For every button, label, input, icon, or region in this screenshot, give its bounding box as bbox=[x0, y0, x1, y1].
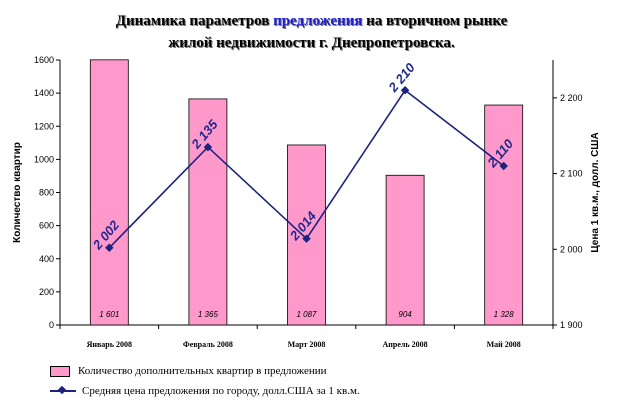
right-tick-label: 2 100 bbox=[560, 169, 583, 179]
bar bbox=[385, 174, 425, 326]
price-marker bbox=[400, 86, 410, 95]
bar-value-label: 1 328 bbox=[494, 310, 515, 319]
title-highlight: предложения bbox=[273, 13, 363, 29]
right-tick-label: 2 200 bbox=[560, 93, 583, 103]
bar-value-label: 1 087 bbox=[296, 310, 317, 319]
category-label: Апрель 2008 bbox=[383, 340, 428, 349]
right-tick-label: 2 000 bbox=[560, 244, 583, 254]
bar bbox=[484, 104, 524, 326]
left-axis-title: Количество квартир bbox=[12, 142, 23, 243]
bar bbox=[89, 59, 129, 326]
legend-label-bars: Количество дополнительных квартир в пред… bbox=[78, 365, 327, 377]
category-label: Январь 2008 bbox=[87, 340, 132, 349]
legend-label-line: Средняя цена предложения по городу, долл… bbox=[82, 385, 360, 397]
price-marker bbox=[203, 142, 213, 152]
legend-swatch-bars bbox=[50, 365, 70, 377]
legend-swatch-line bbox=[50, 386, 76, 396]
left-tick-label: 0 bbox=[49, 320, 54, 330]
category-label: Февраль 2008 bbox=[183, 340, 233, 349]
legend-item-bars: Количество дополнительных квартир в пред… bbox=[50, 365, 327, 377]
left-tick-label: 200 bbox=[39, 287, 54, 297]
category-label: Март 2008 bbox=[288, 340, 326, 349]
legend-item-line: Средняя цена предложения по городу, долл… bbox=[50, 385, 360, 397]
bar bbox=[188, 98, 228, 326]
left-tick-label: 1000 bbox=[34, 154, 54, 164]
right-axis-title: Цена 1 кв.м., долл. США bbox=[590, 132, 601, 252]
bar-value-label: 1 601 bbox=[99, 310, 119, 319]
left-tick-label: 1200 bbox=[34, 121, 54, 131]
title-part2: на вторичном рынке bbox=[362, 13, 508, 29]
price-marker bbox=[499, 161, 508, 171]
price-marker bbox=[105, 243, 114, 253]
left-tick-label: 1600 bbox=[34, 55, 54, 65]
left-tick-label: 800 bbox=[39, 188, 54, 198]
left-tick-label: 600 bbox=[39, 221, 54, 231]
right-tick-label: 1 900 bbox=[560, 320, 583, 330]
left-tick-label: 1400 bbox=[34, 88, 54, 98]
category-label: Май 2008 bbox=[487, 340, 521, 349]
title-part1: Динамика параметров bbox=[115, 13, 274, 29]
bar-value-label: 1 365 bbox=[198, 310, 219, 319]
bar-value-label: 904 bbox=[398, 310, 412, 319]
title-line2: жилой недвижимости г. Днепропетровска. bbox=[168, 35, 455, 51]
chart-title: Динамика параметров предложения на втори… bbox=[0, 10, 623, 54]
price-marker bbox=[302, 234, 311, 243]
left-tick-label: 400 bbox=[39, 254, 54, 264]
